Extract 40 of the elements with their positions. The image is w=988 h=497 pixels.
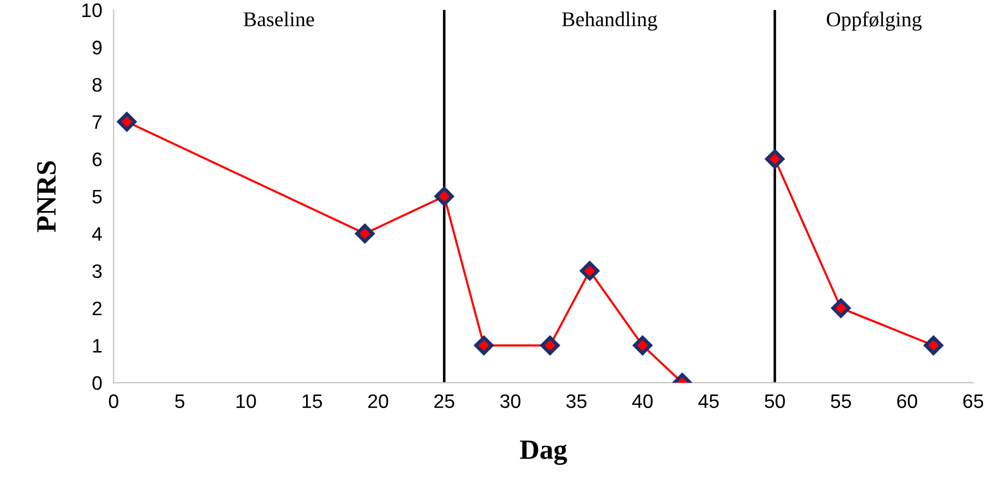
y-tick-label: 0 xyxy=(92,376,102,390)
x-tick-label: 35 xyxy=(566,394,586,408)
x-tick-label: 0 xyxy=(108,394,118,408)
point xyxy=(540,336,560,356)
x-tick-label: 55 xyxy=(830,394,851,408)
y-tick-label: 5 xyxy=(92,190,102,204)
x-tick-label: 50 xyxy=(764,394,785,408)
y-tick-label: 8 xyxy=(92,78,102,92)
x-tick-label: 40 xyxy=(632,394,653,408)
y-tick-label: 4 xyxy=(92,227,102,241)
y-tick-label: 2 xyxy=(92,302,102,316)
x-tick-label: 15 xyxy=(302,394,322,408)
x-tick-label: 30 xyxy=(500,394,520,408)
point xyxy=(434,186,454,206)
point xyxy=(117,112,136,132)
x-tick-label: 65 xyxy=(963,394,984,408)
x-tick-label: 5 xyxy=(175,394,184,408)
y-tick-label: 10 xyxy=(82,3,102,18)
x-tick-label: 20 xyxy=(368,394,388,408)
x-tick-label: 60 xyxy=(897,394,918,408)
annotation: Behandling xyxy=(562,12,658,31)
x-tick-label: 45 xyxy=(698,394,719,408)
y-tick-label: 7 xyxy=(92,115,102,129)
point xyxy=(831,298,851,318)
y-tick-label: 6 xyxy=(92,152,102,166)
x-axis-title: Dag xyxy=(520,440,568,465)
point xyxy=(765,149,784,169)
y-tick-label: 3 xyxy=(92,264,102,278)
x-tick-label: 10 xyxy=(236,394,256,408)
point xyxy=(474,336,494,356)
x-tick-label: 25 xyxy=(434,394,454,408)
point xyxy=(580,261,600,280)
point xyxy=(924,336,944,356)
y-tick-label: 9 xyxy=(92,40,102,54)
point xyxy=(632,336,652,356)
point xyxy=(355,224,374,244)
annotation: Baseline xyxy=(244,12,314,26)
y-axis-title: PNRS xyxy=(37,161,56,232)
y-tick-label: 1 xyxy=(93,339,102,352)
annotation: Oppfølging xyxy=(826,12,922,31)
